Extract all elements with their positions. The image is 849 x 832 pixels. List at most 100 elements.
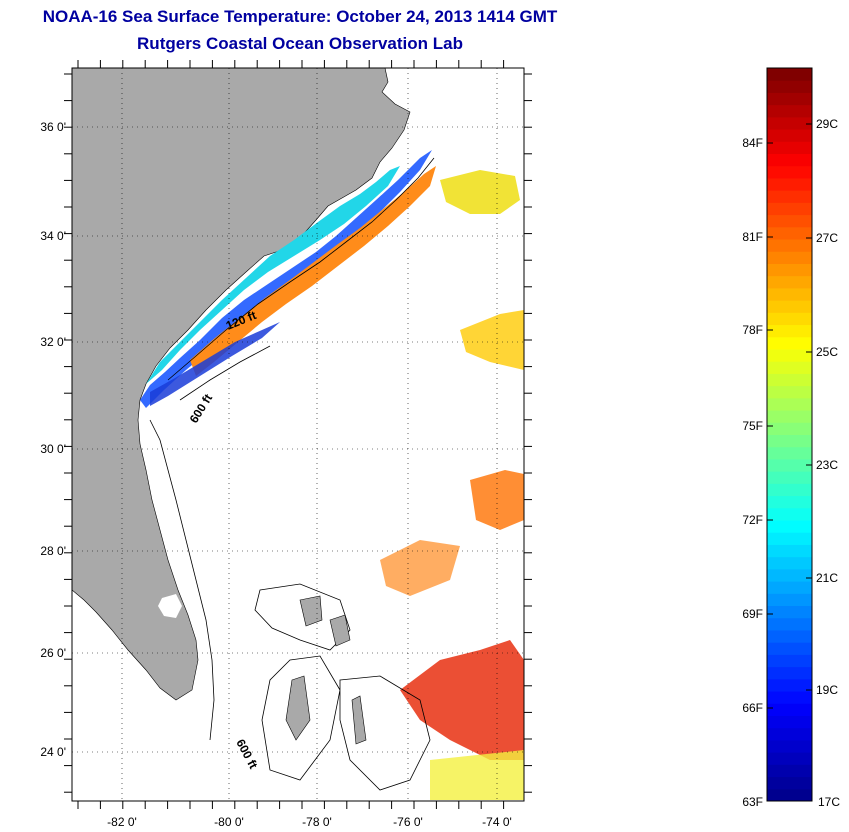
bahamas-islands xyxy=(285,595,367,745)
axis-ticks xyxy=(64,60,532,809)
colorbar-strip xyxy=(767,617,812,631)
colorbar-label-f: 84F xyxy=(742,136,763,150)
colorbar-strip xyxy=(767,434,812,448)
colorbar-strip xyxy=(767,532,812,545)
sst-yellow-east xyxy=(460,310,524,370)
colorbar-strip xyxy=(767,556,812,570)
colorbar-strip xyxy=(767,312,812,326)
colorbar-strip xyxy=(767,202,812,216)
contour-120ft xyxy=(167,157,435,381)
lon-label: -76 0' xyxy=(393,815,423,829)
colorbar-strip xyxy=(767,251,812,264)
colorbar-strip xyxy=(767,629,812,643)
lat-label: 28 0' xyxy=(40,544,66,558)
colorbar-strip xyxy=(767,483,812,497)
colorbar-strips xyxy=(767,68,812,802)
colorbar-strip xyxy=(767,605,812,619)
colorbar-strip xyxy=(767,177,812,191)
colorbar-strip xyxy=(767,593,812,607)
graticule xyxy=(72,68,524,801)
lon-label: -82 0' xyxy=(107,815,137,829)
colorbar-strip xyxy=(767,642,812,655)
celsius-labels: 29C 27C 25C 23C 21C 19C 17C xyxy=(816,117,840,809)
contour-600ft xyxy=(149,345,271,741)
colorbar-strip xyxy=(767,715,812,729)
colorbar-strip xyxy=(767,678,812,692)
colorbar-strip xyxy=(767,764,812,778)
colorbar-strip xyxy=(767,324,812,338)
colorbar-label-f: 81F xyxy=(742,230,763,244)
sst-yellow-patch xyxy=(440,170,520,214)
colorbar-strip xyxy=(767,544,812,558)
sst-orange-scatter xyxy=(380,540,460,596)
colorbar-strip xyxy=(767,752,812,765)
map-frame xyxy=(71,67,525,802)
colorbar-strip xyxy=(767,348,812,362)
colorbar-strip xyxy=(767,739,812,753)
colorbar-ticks xyxy=(767,123,812,709)
colorbar-strip xyxy=(767,263,812,277)
colorbar-strip xyxy=(767,446,812,460)
colorbar-strip xyxy=(767,471,812,484)
colorbar-strip xyxy=(767,727,812,741)
colorbar-strip xyxy=(767,691,812,704)
colorbar-strip xyxy=(767,520,812,533)
colorbar-strip xyxy=(767,336,812,350)
lat-label: 34 0' xyxy=(40,229,66,243)
lake-okeechobee xyxy=(158,594,182,618)
colorbar-label-f: 66F xyxy=(742,701,763,715)
colorbar-label-c: 19C xyxy=(816,683,838,697)
colorbar-label-f: 78F xyxy=(742,323,763,337)
colorbar-strip xyxy=(767,581,812,594)
colorbar-frame xyxy=(766,67,813,802)
colorbar-label-f: 63F xyxy=(742,795,763,809)
colorbar-strip xyxy=(767,68,812,81)
fahrenheit-labels: 84F 81F 78F 75F 72F 69F 66F 63F xyxy=(742,136,763,809)
sst-red-south xyxy=(400,640,524,760)
colorbar-label-f: 75F xyxy=(742,419,763,433)
colorbar-strip xyxy=(767,165,812,179)
colorbar-label-c: 25C xyxy=(816,345,838,359)
colorbar-label-c: 21C xyxy=(816,571,838,585)
colorbar-strip xyxy=(767,275,812,289)
colorbar-label-c: 29C xyxy=(816,117,838,131)
lat-label: 24 0' xyxy=(40,745,66,759)
colorbar-strip xyxy=(767,422,812,435)
colorbar-strip xyxy=(767,385,812,399)
colorbar-strip xyxy=(767,239,812,252)
colorbar-strip xyxy=(767,361,812,374)
colorbar-strip xyxy=(767,654,812,668)
bahamas-shoal-contour xyxy=(254,583,431,791)
lat-label: 30 0' xyxy=(40,442,66,456)
sst-yellow-south xyxy=(430,750,524,800)
colorbar-strip xyxy=(767,495,812,509)
colorbar-strip xyxy=(767,141,812,155)
map-subtitle: Rutgers Coastal Ocean Observation Lab xyxy=(137,34,463,53)
colorbar-label-c: 23C xyxy=(816,458,838,472)
sst-orange-east xyxy=(470,470,524,530)
colorbar-strip xyxy=(767,666,812,680)
colorbar-strip xyxy=(767,300,812,313)
sst-cyan-shelf xyxy=(146,166,400,384)
colorbar-strip xyxy=(767,190,812,203)
colorbar-strip xyxy=(767,397,812,411)
land-mass xyxy=(72,68,411,701)
longitude-labels: -82 0' -80 0' -78 0' -76 0' -74 0' xyxy=(107,815,512,829)
colorbar-strip xyxy=(767,80,812,93)
colorbar-strip xyxy=(767,153,812,167)
colorbar-strip xyxy=(767,788,812,802)
colorbar-strip xyxy=(767,373,812,387)
colorbar-label-f: 72F xyxy=(742,513,763,527)
sst-blue-front xyxy=(150,322,280,406)
colorbar-strip xyxy=(767,703,812,716)
latitude-labels: 36 0' 34 0' 32 0' 30 0' 28 0' 26 0' 24 0… xyxy=(40,120,66,759)
colorbar-strip xyxy=(767,214,812,228)
colorbar-label-c: 27C xyxy=(816,231,838,245)
sst-warm-band xyxy=(190,166,436,376)
colorbar-strip xyxy=(767,507,812,521)
colorbar-strip xyxy=(767,226,812,240)
colorbar-strip xyxy=(767,116,812,130)
lat-label: 36 0' xyxy=(40,120,66,134)
